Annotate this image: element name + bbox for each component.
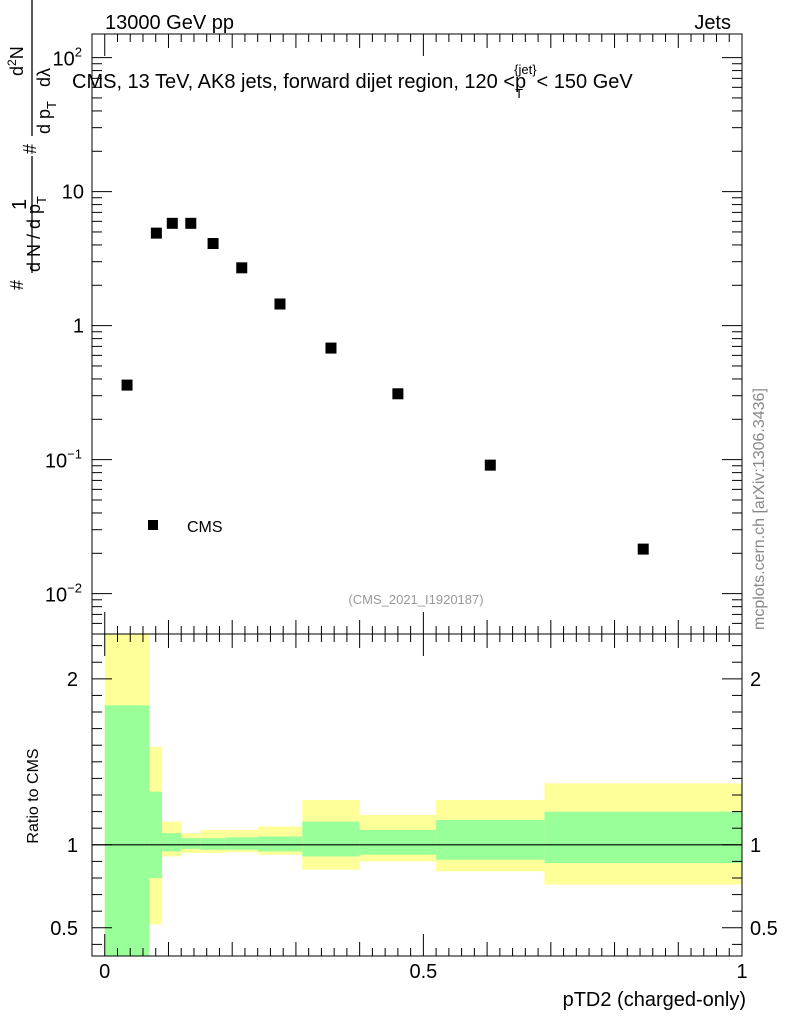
legend-label: CMS [187,519,223,536]
main-title-pt-symbol: p [515,71,526,93]
ratio-band-inner [302,821,360,857]
data-point [166,217,178,229]
data-point [236,262,248,274]
header-right-label: Jets [694,12,731,34]
ylabel-dpt-text: d p [34,109,54,134]
x-axis-label: pTD2 (charged-only) [563,989,746,1011]
data-point [150,227,162,239]
ratio-y-tick-label-right: 2 [750,669,761,691]
main-y-tick-exponent: 2 [75,45,82,60]
ratio-band-inner [162,833,182,852]
side-label: mcplots.cern.ch [arXiv:1306.3436] [751,388,768,630]
data-point [392,388,404,400]
legend-marker [148,520,158,530]
x-tick-label: 1 [736,961,747,983]
data-point [325,342,337,354]
ratio-y-tick-label: 1 [67,835,78,857]
ylabel-dn-text: d N / d p [24,204,44,272]
data-point [207,238,219,250]
data-point [121,379,133,391]
data-point [484,459,496,471]
data-point [185,217,197,229]
ylabel-d2-sup: 2 [5,59,19,66]
x-tick-label: 0 [99,961,110,983]
main-y-tick-label: 102 [53,45,82,71]
main-y-axis-label: # 1 d N / d pT # d2N d pTdλ [5,0,59,290]
ylabel-d2-text: d [7,66,27,76]
main-data-points [121,217,649,555]
ratio-bands [92,634,742,956]
main-y-tick-label: 10−2 [45,581,82,607]
ratio-band-inner [181,838,201,849]
ylabel-n-text: N [7,46,27,59]
ratio-band-inner [359,829,437,855]
ylabel-dpt-sub: T [44,101,59,109]
main-y-tick-label: 1 [73,316,84,338]
data-point [274,298,286,310]
main-y-tick-exponent: −2 [67,581,82,596]
ratio-band-inner [200,838,226,850]
data-point [637,543,649,555]
ratio-y-axis-label: Ratio to CMS [25,748,42,843]
main-title-pt-subscript: T [515,86,523,101]
ratio-y-tick-label: 0.5 [50,918,78,940]
analysis-watermark: (CMS_2021_I1920187) [348,592,483,607]
main-title: CMS, 13 TeV, AK8 jets, forward dijet reg… [72,62,633,101]
main-y-tick-label: 10 [62,182,84,204]
x-tick-label: 0.5 [409,961,437,983]
main-y-tick-base: 10 [45,585,67,607]
ylabel-numerator-2: d2N [5,46,27,76]
main-y-tick-label: 10−1 [45,447,82,473]
ratio-band-inner [257,836,303,852]
main-y-tick-exponent: −1 [67,447,82,462]
ratio-band-inner [436,819,545,860]
ratio-band-inner [104,705,150,956]
ylabel-hash-2: # [20,144,40,154]
ylabel-dn-sub: T [34,196,49,204]
ylabel-one: 1 [9,199,31,210]
ratio-ticks: 0.5 0.51 12 20 0.5 1 [50,34,778,983]
ratio-y-tick-label-right: 1 [750,835,761,857]
ratio-y-tick-label-right: 0.5 [750,918,778,940]
main-y-tick-base: 10 [45,451,67,473]
ylabel-dlambda-text: dλ [34,68,54,87]
ratio-y-tick-label: 2 [67,669,78,691]
header-left-label: 13000 GeV pp [105,12,234,34]
ratio-band-inner [149,791,163,878]
ratio-band-inner [225,837,258,850]
main-title-pt-superscript: {jet} [514,62,537,77]
main-title-suffix: < 150 GeV [537,71,634,93]
main-y-tick-base: 10 [53,49,75,71]
ylabel-denominator-1: d N / d pT [24,196,49,272]
ylabel-denominator-2: d pTdλ [34,68,59,134]
main-title-text: CMS, 13 TeV, AK8 jets, forward dijet reg… [72,71,515,93]
ratio-band-inner [544,811,742,864]
ylabel-hash: # [7,280,27,290]
legend: CMS [148,519,223,536]
